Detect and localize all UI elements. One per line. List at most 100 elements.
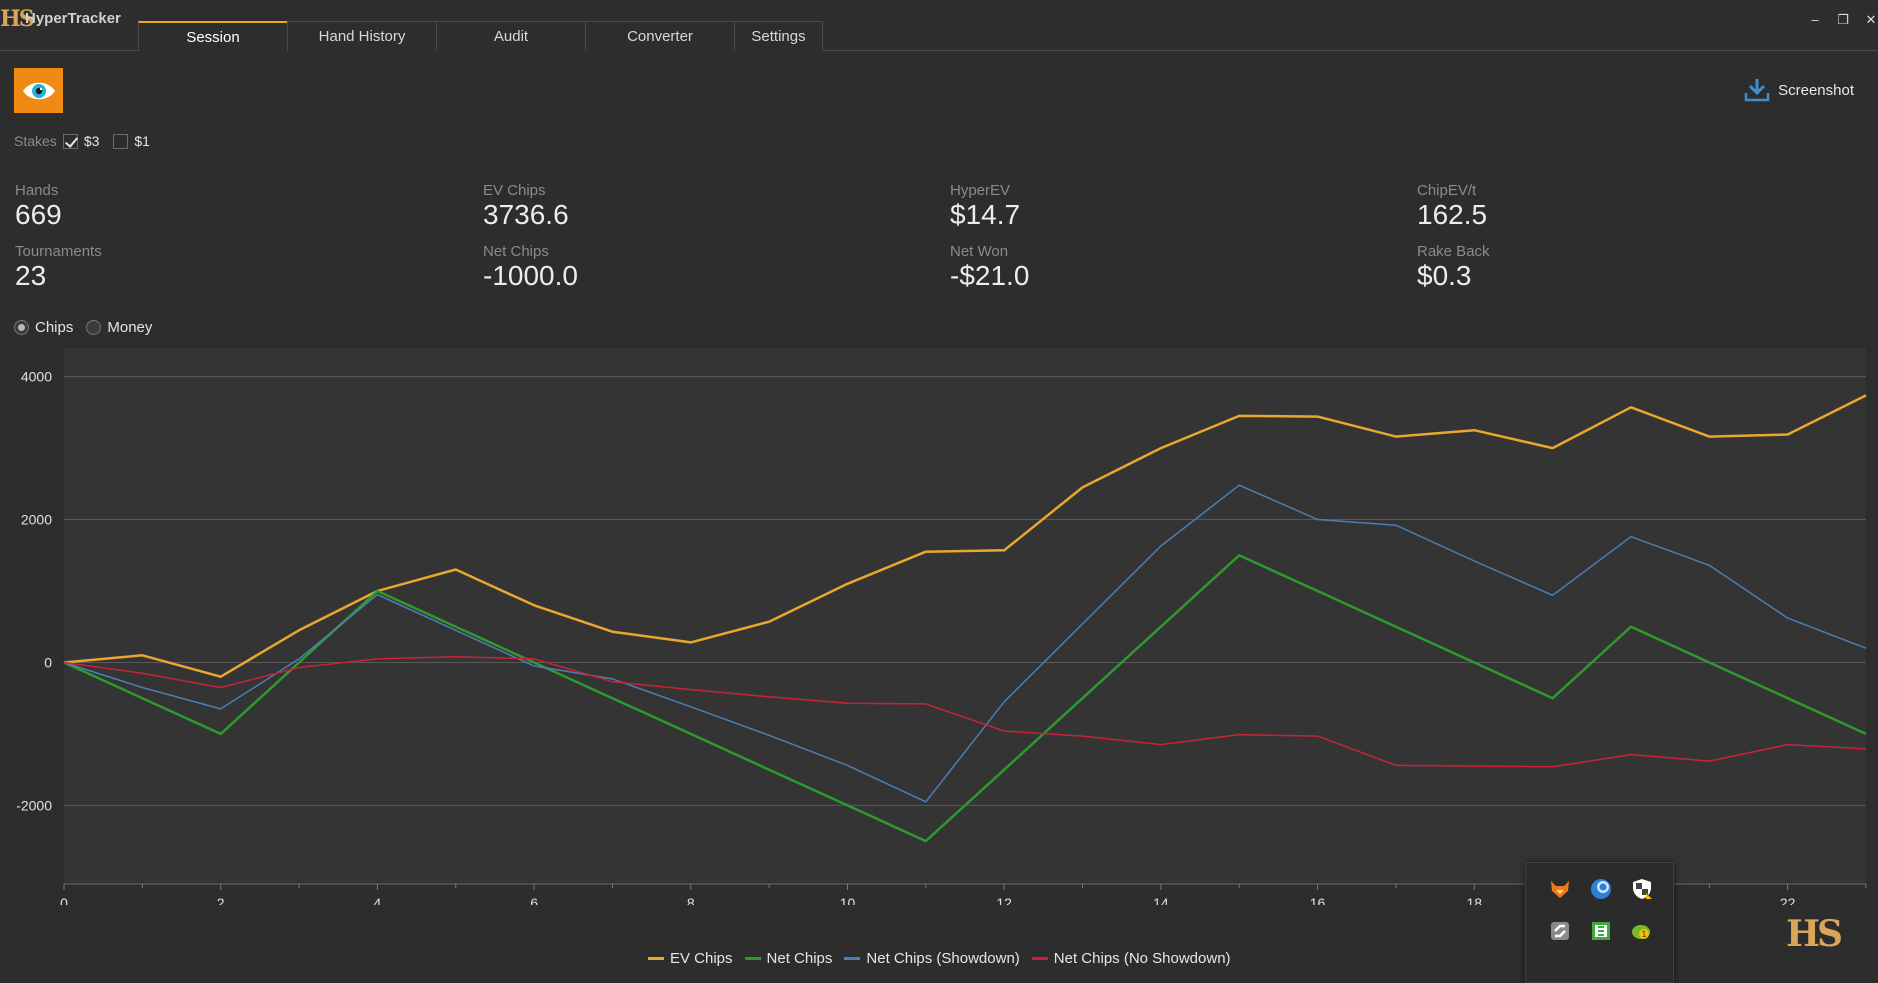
download-icon (1744, 79, 1770, 102)
eye-icon (22, 82, 55, 99)
legend-label: Net Chips (766, 950, 833, 967)
window-controls: – ❐ ✕ (1808, 12, 1878, 28)
x-tick-label: 18 (1466, 895, 1482, 905)
stat-chip-ev-t: ChipEV/t 162.5 (1417, 182, 1487, 230)
x-tick-label: 10 (840, 895, 856, 905)
x-tick-label: 14 (1153, 895, 1169, 905)
x-tick-label: 8 (687, 895, 695, 905)
x-tick-label: 22 (1780, 895, 1796, 905)
x-tick-label: 6 (530, 895, 538, 905)
legend-net-chips-no-showdown[interactable]: Net Chips (No Showdown) (1031, 950, 1231, 967)
system-tray-popup: 1 (1525, 862, 1674, 983)
stat-hands: Hands 669 (15, 182, 62, 230)
svg-text:1: 1 (1641, 930, 1646, 939)
tab-hand-history[interactable]: Hand History (287, 21, 437, 51)
x-tick-label: 4 (373, 895, 381, 905)
radio-unselected[interactable] (86, 320, 102, 335)
y-tick-label: -2000 (16, 797, 52, 813)
legend-label: Net Chips (Showdown) (866, 950, 1020, 967)
stat-label: ChipEV/t (1417, 182, 1477, 199)
app-title: HyperTracker (25, 10, 121, 27)
stake-label-1: $1 (134, 133, 150, 149)
legend-swatch (844, 957, 861, 960)
screenshot-label: Screenshot (1778, 81, 1854, 99)
view-mode-radios: Chips Money (14, 319, 165, 336)
y-tick-label: 0 (44, 654, 52, 670)
series-line-ev-chips (63, 394, 1867, 678)
radio-selected[interactable] (14, 320, 29, 335)
brand-watermark: HS (1786, 913, 1843, 955)
checkbox-unchecked[interactable] (113, 133, 129, 149)
legend-label: EV Chips (670, 950, 733, 967)
stat-label: Rake Back (1417, 243, 1490, 260)
sync-icon[interactable] (1548, 919, 1572, 943)
x-tick-label: 0 (60, 895, 68, 905)
spreadsheet-icon[interactable] (1589, 919, 1613, 943)
stat-label: Tournaments (15, 243, 102, 260)
stat-hyper-ev: HyperEV $14.7 (950, 182, 1020, 230)
stake-checkbox-1[interactable]: $1 (113, 133, 150, 149)
radio-label-money: Money (107, 319, 153, 336)
tab-converter[interactable]: Converter (585, 21, 735, 51)
stat-ev-chips: EV Chips 3736.6 (483, 182, 569, 230)
legend-net-chips-showdown[interactable]: Net Chips (Showdown) (844, 950, 1020, 967)
chart-legend: EV Chips Net Chips Net Chips (Showdown) … (648, 950, 1243, 967)
stat-value: -$21.0 (950, 260, 1030, 291)
stat-label: EV Chips (483, 182, 546, 199)
stake-checkbox-3[interactable]: $3 (62, 133, 100, 149)
series-line-net-chips-no-showdown (63, 655, 1867, 768)
title-bar: HS HyperTracker Session Hand History Aud… (0, 0, 1878, 51)
radio-money[interactable]: Money (86, 319, 152, 336)
x-tick-label: 2 (217, 895, 225, 905)
tab-audit[interactable]: Audit (436, 21, 586, 51)
stat-value: $14.7 (950, 199, 1021, 230)
eye-toggle-button[interactable] (14, 68, 63, 113)
x-tick-label: 12 (996, 895, 1012, 905)
stat-rake-back: Rake Back $0.3 (1417, 243, 1490, 291)
legend-swatch (648, 957, 664, 960)
stat-label: HyperEV (950, 182, 1011, 199)
globe-icon[interactable] (1589, 877, 1613, 901)
stat-net-won: Net Won -$21.0 (950, 243, 1029, 291)
stat-value: 3736.6 (483, 199, 569, 230)
stat-net-chips: Net Chips -1000.0 (483, 243, 578, 291)
series-line-net-chips (63, 554, 1867, 843)
stakes-filter: Stakes $3 $1 (14, 133, 164, 149)
radio-label-chips: Chips (35, 319, 74, 336)
legend-label: Net Chips (No Showdown) (1053, 950, 1231, 967)
legend-net-chips[interactable]: Net Chips (744, 950, 833, 967)
stat-value: 23 (15, 260, 47, 291)
radio-chips[interactable]: Chips (14, 319, 73, 336)
shield-icon[interactable] (1630, 877, 1654, 901)
checkbox-checked[interactable] (62, 133, 78, 149)
tab-settings[interactable]: Settings (734, 21, 823, 51)
stakes-label: Stakes (14, 133, 57, 149)
stat-tournaments: Tournaments 23 (15, 243, 102, 291)
stake-label-3: $3 (83, 133, 100, 149)
plot-area (64, 348, 1866, 884)
close-button[interactable]: ✕ (1865, 12, 1877, 27)
stat-value: $0.3 (1417, 260, 1472, 291)
restore-button[interactable]: ❐ (1837, 12, 1849, 27)
tab-session[interactable]: Session (138, 21, 288, 51)
y-tick-label: 4000 (21, 369, 52, 385)
screenshot-button[interactable]: Screenshot (1744, 77, 1854, 103)
stat-label: Net Chips (483, 243, 549, 260)
minimize-button[interactable]: – (1811, 12, 1819, 27)
stat-label: Net Won (950, 243, 1009, 260)
stat-value: -1000.0 (483, 260, 578, 291)
stat-value: 162.5 (1417, 199, 1488, 230)
stat-label: Hands (15, 182, 59, 199)
main-tabs: Session Hand History Audit Converter Set… (138, 21, 823, 51)
legend-ev-chips[interactable]: EV Chips (648, 950, 733, 967)
legend-swatch (744, 957, 761, 960)
y-tick-label: 2000 (21, 512, 52, 528)
stat-value: 669 (15, 199, 62, 230)
fox-icon[interactable] (1548, 877, 1572, 901)
series-line-net-chips-showdown (63, 484, 1867, 803)
x-tick-label: 16 (1310, 895, 1326, 905)
app-logo: HS (0, 6, 35, 32)
lime-icon[interactable]: 1 (1630, 919, 1654, 943)
legend-swatch (1031, 957, 1048, 960)
